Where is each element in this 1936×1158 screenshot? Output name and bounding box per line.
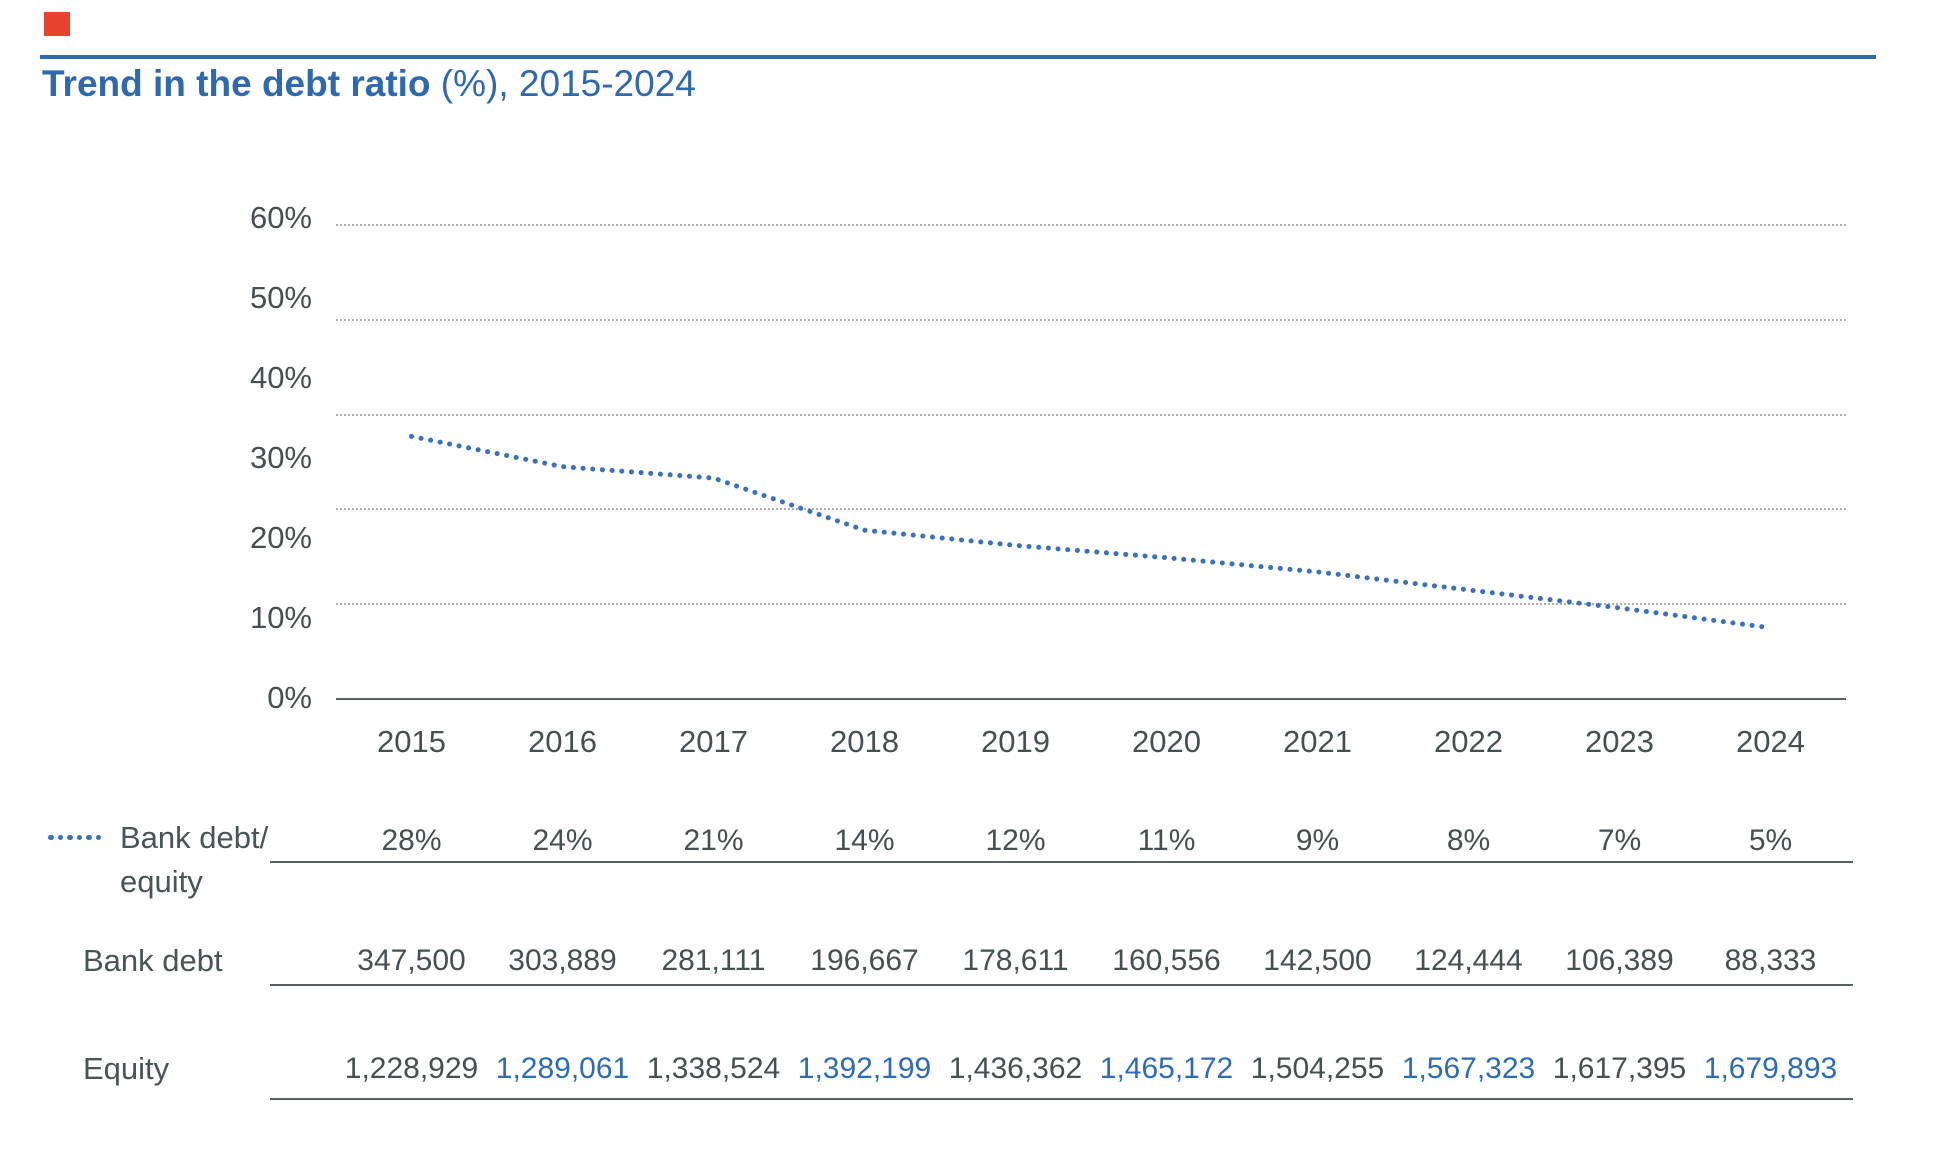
cell-ratio-2024: 5% — [1748, 824, 1793, 857]
x-tick-label-2021: 2021 — [1283, 724, 1352, 759]
cell-bank-debt-2023: 106,389 — [1565, 944, 1674, 977]
gridline — [336, 508, 1846, 511]
x-tick-label-2015: 2015 — [377, 724, 446, 759]
gridline — [336, 413, 1846, 416]
row-label-equity: Equity — [83, 1051, 170, 1086]
cell-ratio-2016: 24% — [532, 824, 593, 857]
cell-equity-2020: 1,465,172 — [1099, 1052, 1234, 1085]
cell-bank-debt-2017: 281,111 — [661, 944, 766, 977]
page-title-suffix: (%), 2015-2024 — [430, 63, 696, 104]
cell-ratio-2023: 7% — [1597, 824, 1642, 857]
x-tick-label-2020: 2020 — [1132, 724, 1201, 759]
cell-bank-debt-2019: 178,611 — [962, 944, 1069, 977]
y-tick-label: 60% — [249, 200, 312, 235]
x-axis-line — [336, 698, 1846, 700]
x-tick-label-2017: 2017 — [679, 724, 748, 759]
cell-equity-2023: 1,617,395 — [1552, 1052, 1687, 1085]
cell-equity-2021: 1,504,255 — [1250, 1052, 1385, 1085]
cell-bank-debt-2020: 160,556 — [1112, 944, 1221, 977]
gridline — [336, 603, 1846, 606]
cell-equity-2016: 1,289,061 — [495, 1052, 630, 1085]
cell-equity-2017: 1,338,524 — [646, 1052, 781, 1085]
x-tick-label-2023: 2023 — [1585, 724, 1654, 759]
row-label-ratio: Bank debt/ — [120, 820, 269, 855]
cell-bank-debt-2021: 142,500 — [1263, 944, 1372, 977]
y-tick-label: 20% — [249, 520, 312, 555]
page-title: Trend in the debt ratio (%), 2015-2024 — [42, 62, 696, 106]
x-tick-label-2019: 2019 — [981, 724, 1050, 759]
cell-equity-2022: 1,567,323 — [1401, 1052, 1536, 1085]
title-rule — [40, 55, 1876, 59]
y-tick-label: 10% — [249, 600, 312, 635]
x-tick-label-2018: 2018 — [830, 724, 899, 759]
cell-ratio-2017: 21% — [683, 824, 744, 857]
red-corner-marker — [44, 12, 70, 36]
debt-ratio-series-line — [409, 433, 1773, 631]
table-rule — [270, 1098, 1853, 1100]
cell-equity-2015: 1,228,929 — [344, 1052, 479, 1085]
cell-equity-2024: 1,679,893 — [1703, 1052, 1838, 1085]
cell-bank-debt-2016: 303,889 — [508, 944, 617, 977]
cell-bank-debt-2024: 88,333 — [1724, 944, 1817, 977]
y-tick-label: 30% — [249, 440, 312, 475]
cell-ratio-2020: 11% — [1137, 824, 1196, 857]
cell-ratio-2019: 12% — [985, 824, 1046, 857]
table-rule — [270, 861, 1853, 863]
x-tick-label-2024: 2024 — [1736, 724, 1805, 759]
legend-dotted-line-icon — [48, 834, 104, 841]
cell-ratio-2021: 9% — [1295, 824, 1340, 857]
cell-bank-debt-2015: 347,500 — [357, 944, 466, 977]
y-tick-label: 40% — [249, 360, 312, 395]
x-tick-label-2016: 2016 — [528, 724, 597, 759]
cell-bank-debt-2018: 196,667 — [810, 944, 919, 977]
page-title-bold: Trend in the debt ratio — [42, 63, 431, 104]
cell-ratio-2015: 28% — [381, 824, 442, 857]
cell-ratio-2018: 14% — [834, 824, 895, 857]
cell-ratio-2022: 8% — [1446, 824, 1491, 857]
gridline — [336, 318, 1846, 321]
cell-equity-2019: 1,436,362 — [948, 1052, 1083, 1085]
y-tick-label: 50% — [249, 280, 312, 315]
gridline — [336, 224, 1846, 226]
row-label-bank-debt: Bank debt — [83, 943, 223, 978]
table-rule — [270, 984, 1853, 986]
cell-equity-2018: 1,392,199 — [797, 1052, 932, 1085]
x-tick-label-2022: 2022 — [1434, 724, 1503, 759]
row-label-ratio: equity — [120, 864, 203, 899]
y-tick-label: 0% — [267, 680, 312, 715]
cell-bank-debt-2022: 124,444 — [1414, 944, 1523, 977]
